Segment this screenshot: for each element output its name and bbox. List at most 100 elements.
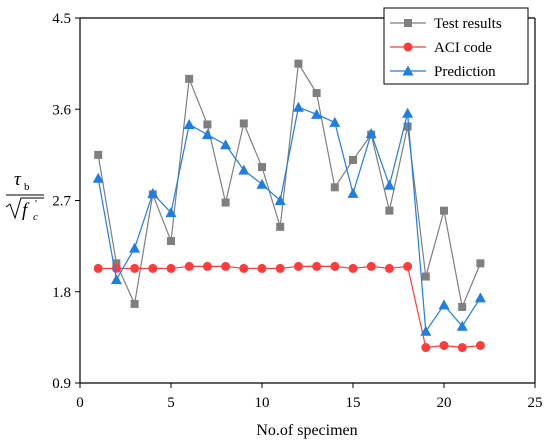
data-point-test-results [294,59,303,68]
data-point-prediction [201,129,213,140]
legend-label-prediction: Prediction [434,64,496,80]
data-point-prediction [420,325,432,336]
data-point-test-results [421,272,430,281]
y-title-denominator-prime: ' [35,198,37,210]
data-point-test-results [330,183,339,192]
data-point-aci-code [439,340,449,350]
data-point-test-results [440,206,448,215]
data-point-aci-code [93,263,103,273]
y-tick-label: 0.9 [52,376,71,392]
data-point-prediction [147,187,159,198]
data-point-aci-code [475,340,485,350]
legend-item-aci-code: ACI code [390,40,492,56]
y-tick-label: 4.5 [52,11,71,27]
data-point-test-results [112,259,121,268]
legend-item-test-results: Test results [390,16,502,32]
data-point-prediction [438,299,450,310]
series-line-aci-code [98,265,481,349]
x-tick-label: 5 [167,395,175,411]
data-point-aci-code [312,261,322,271]
legend: Test results ACI code Prediction [383,7,529,85]
y-ticks: 0.9 1.8 2.7 3.6 4.5 [52,11,80,392]
x-tick-label: 10 [255,395,270,411]
data-point-aci-code [221,261,231,271]
data-point-test-results [403,122,412,131]
data-point-aci-code [202,261,212,271]
y-title-denominator: f [22,200,30,221]
data-point-aci-code [421,343,431,353]
plot-area [92,59,486,353]
legend-marker-prediction [402,65,414,76]
data-point-prediction [347,187,359,198]
x-tick-label: 20 [437,395,452,411]
data-point-aci-code [257,263,267,273]
x-tick-label: 15 [346,395,361,411]
y-tick-label: 2.7 [52,194,71,210]
data-point-prediction [456,320,468,331]
data-point-prediction [383,179,395,190]
data-point-test-results [221,198,230,207]
legend-label-aci-code: ACI code [434,40,492,56]
data-point-aci-code [293,261,303,271]
data-point-prediction [365,128,377,139]
data-point-test-results [94,150,103,159]
y-tick-label: 1.8 [52,285,71,301]
data-point-aci-code [457,343,467,353]
data-point-prediction [292,101,304,112]
data-point-aci-code [366,261,376,271]
data-point-aci-code [403,261,413,271]
legend-label-test-results: Test results [434,16,502,32]
x-tick-label: 0 [76,395,84,411]
legend-marker-aci-code [403,42,413,52]
series-line-prediction [97,106,481,334]
data-point-aci-code [275,263,285,273]
data-point-test-results [385,206,394,215]
data-point-test-results [185,74,194,83]
data-point-prediction [183,118,195,129]
data-point-prediction [311,108,323,119]
data-point-test-results [258,163,266,172]
x-ticks: 0 5 10 15 20 25 [76,383,543,411]
data-point-test-results [458,302,467,311]
series-aci-code [93,261,485,353]
series-prediction [92,101,486,336]
data-point-aci-code [239,263,249,273]
data-point-test-results [239,119,248,128]
data-point-prediction [274,195,286,205]
data-point-test-results [167,237,175,246]
data-point-test-results [312,89,321,98]
y-title-denominator-subscript: c [33,211,38,223]
data-point-prediction [220,139,232,150]
data-point-test-results [276,222,285,231]
data-point-aci-code [130,263,140,273]
data-point-prediction [110,274,122,285]
data-point-aci-code [166,263,176,273]
data-point-prediction [129,242,141,253]
legend-marker-test-results [404,19,412,27]
data-point-prediction [256,178,268,189]
y-title-sqrt-sign [5,197,44,220]
data-point-aci-code [184,261,194,271]
data-point-aci-code [384,263,394,273]
y-title-subscript: b [24,181,30,193]
y-axis-title: τ b f c ' [5,169,44,223]
data-point-aci-code [330,261,340,271]
data-point-prediction [402,107,414,118]
data-point-prediction [165,207,177,218]
x-axis-title: No.of specimen [256,422,357,439]
data-point-prediction [474,292,486,303]
series-line-test-results [97,61,481,310]
data-point-prediction [329,116,341,127]
data-point-test-results [349,155,357,164]
data-point-test-results [476,259,485,268]
data-point-prediction [238,164,250,175]
data-point-test-results [203,120,212,129]
legend-item-prediction: Prediction [390,64,496,80]
x-tick-label: 25 [528,395,543,411]
data-point-aci-code [148,263,158,273]
data-point-aci-code [348,263,358,273]
y-tick-label: 3.6 [52,102,71,118]
data-point-prediction [92,172,104,183]
y-title-symbol: τ [14,169,22,190]
